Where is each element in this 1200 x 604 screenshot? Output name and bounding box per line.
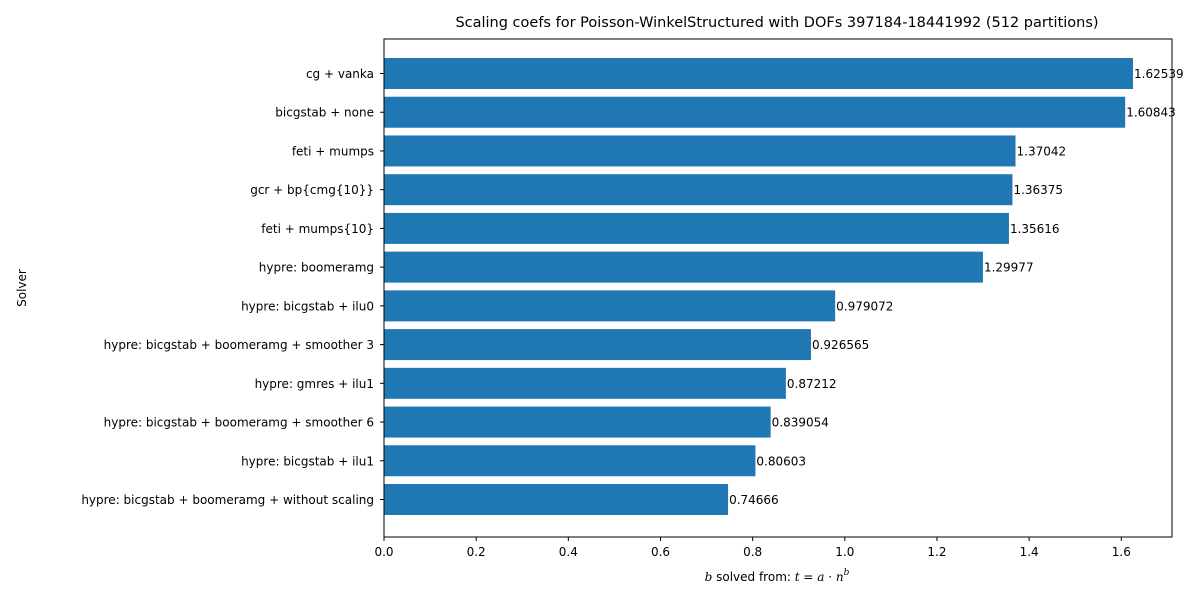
bar-value-label: 1.37042 [1017,144,1067,158]
bar [384,367,786,399]
bar [384,212,1009,244]
y-tick-label: hypre: boomeramg [259,261,374,275]
plot-frame [383,38,1173,538]
bar-value-label: 0.80603 [756,454,806,468]
x-axis-label: b solved from: t = a · nb [705,568,850,584]
bar [384,406,771,438]
y-tick-label: hypre: bicgstab + boomeramg + smoother 6 [104,416,374,430]
y-tick-label: bicgstab + none [275,106,374,120]
y-tick-label: feti + mumps [292,144,374,158]
x-label-formula-exponent: b [844,568,850,578]
x-tick-label: 0.6 [651,545,670,559]
x-axis-ticks: 0.0 0.2 0.4 0.6 0.8 1.0 1.2 1.4 1.6 [374,537,1131,559]
x-label-formula-eq: = [800,570,818,584]
bar-value-label: 0.926565 [812,338,869,352]
bar-value-label: 0.839054 [772,416,829,430]
y-tick-label: cg + vanka [306,67,374,81]
x-tick-label: 1.0 [835,545,854,559]
x-label-text: solved from: [712,570,794,584]
x-tick-label: 1.2 [927,545,946,559]
bar [384,445,756,477]
bar [384,290,836,322]
x-tick-label: 0.4 [559,545,578,559]
y-axis-label: Solver [15,269,29,307]
bar-value-label: 1.29977 [984,261,1034,275]
bars-layer [384,58,1134,515]
y-tick-label: hypre: bicgstab + ilu1 [241,454,374,468]
x-label-variable: b [705,570,713,584]
bar [384,174,1013,206]
bar-value-label: 0.74666 [729,493,779,507]
y-tick-label: gcr + bp{cmg{10}} [250,183,374,197]
bar [384,329,811,361]
bar-labels-layer: 1.62539 1.60843 1.37042 1.36375 1.35616 1.299… [729,67,1184,507]
bar-value-label: 1.60843 [1126,106,1176,120]
y-tick-label: hypre: bicgstab + boomeramg + without sc… [81,493,374,507]
x-tick-label: 0.2 [467,545,486,559]
x-tick-label: 1.4 [1020,545,1039,559]
x-label-formula-a: a [817,570,824,584]
bar [384,251,983,283]
x-tick-label: 0.8 [743,545,762,559]
bar [384,135,1016,167]
chart-title: Scaling coefs for Poisson-WinkelStructur… [455,15,1098,31]
bar [384,58,1134,89]
bar-value-label: 1.35616 [1010,222,1060,236]
bar-value-label: 0.87212 [787,377,837,391]
x-tick-label: 0.0 [374,545,393,559]
bar-value-label: 1.36375 [1013,183,1063,197]
bar [384,96,1126,128]
bar-value-label: 0.979072 [836,299,893,313]
bar-value-label: 1.62539 [1134,67,1184,81]
x-tick-label: 1.6 [1112,545,1131,559]
y-tick-label: feti + mumps{10} [261,222,374,236]
y-axis-ticks: cg + vanka bicgstab + none feti + mumps gcr… [81,67,384,507]
bar [384,484,729,515]
y-tick-label: hypre: gmres + ilu1 [255,377,374,391]
x-label-formula-n: n [836,570,844,584]
x-label-formula-t: t [795,570,800,584]
y-tick-label: hypre: bicgstab + boomeramg + smoother 3 [104,338,374,352]
x-label-formula-dot: · [824,570,835,584]
y-tick-label: hypre: bicgstab + ilu0 [241,299,374,313]
